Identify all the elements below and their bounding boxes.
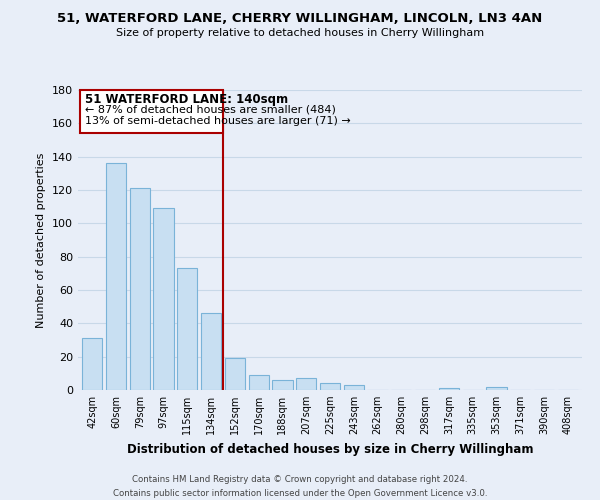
Text: Size of property relative to detached houses in Cherry Willingham: Size of property relative to detached ho… xyxy=(116,28,484,38)
Bar xyxy=(177,268,197,390)
Bar xyxy=(201,314,221,390)
Text: ← 87% of detached houses are smaller (484): ← 87% of detached houses are smaller (48… xyxy=(85,104,336,114)
Bar xyxy=(272,380,293,390)
Bar xyxy=(296,378,316,390)
Text: 13% of semi-detached houses are larger (71) →: 13% of semi-detached houses are larger (… xyxy=(85,116,351,126)
Bar xyxy=(130,188,150,390)
Bar xyxy=(320,384,340,390)
Text: 51 WATERFORD LANE: 140sqm: 51 WATERFORD LANE: 140sqm xyxy=(85,92,288,106)
Bar xyxy=(439,388,459,390)
X-axis label: Distribution of detached houses by size in Cherry Willingham: Distribution of detached houses by size … xyxy=(127,442,533,456)
Bar xyxy=(106,164,126,390)
Y-axis label: Number of detached properties: Number of detached properties xyxy=(37,152,46,328)
Bar xyxy=(487,386,506,390)
FancyBboxPatch shape xyxy=(80,90,223,134)
Bar xyxy=(344,385,364,390)
Bar xyxy=(154,208,173,390)
Text: Contains HM Land Registry data © Crown copyright and database right 2024.
Contai: Contains HM Land Registry data © Crown c… xyxy=(113,476,487,498)
Text: 51, WATERFORD LANE, CHERRY WILLINGHAM, LINCOLN, LN3 4AN: 51, WATERFORD LANE, CHERRY WILLINGHAM, L… xyxy=(58,12,542,26)
Bar xyxy=(82,338,103,390)
Bar xyxy=(225,358,245,390)
Bar xyxy=(248,375,269,390)
